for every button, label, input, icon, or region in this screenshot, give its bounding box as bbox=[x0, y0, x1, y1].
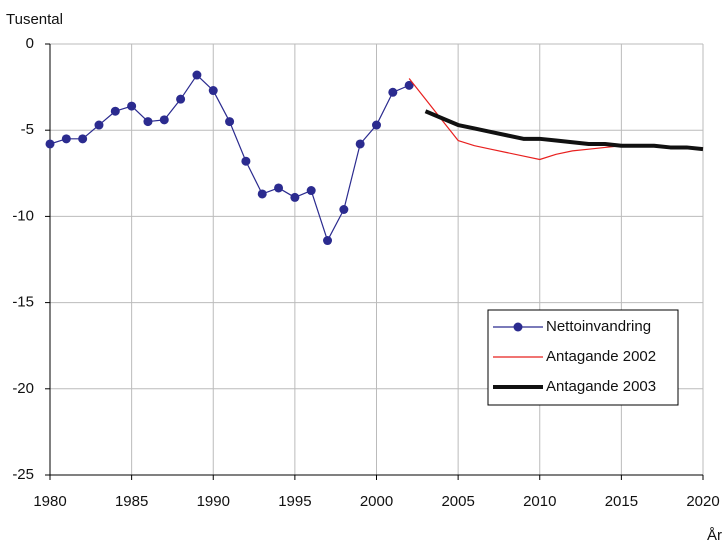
point bbox=[372, 120, 381, 130]
legend-label: Antagande 2002 bbox=[546, 348, 656, 365]
y-tick-label: -10 bbox=[12, 207, 34, 224]
point bbox=[257, 189, 267, 199]
x-tick-label: 1990 bbox=[197, 493, 230, 510]
point bbox=[110, 106, 120, 116]
y-tick-label: 0 bbox=[26, 35, 34, 52]
point bbox=[339, 205, 349, 215]
y-tick-label: -5 bbox=[21, 121, 34, 138]
point bbox=[355, 139, 365, 149]
point bbox=[176, 94, 186, 104]
legend-label: Antagande 2003 bbox=[546, 378, 656, 395]
y-tick-label: -25 bbox=[12, 466, 34, 483]
point bbox=[45, 139, 55, 149]
point bbox=[143, 117, 153, 127]
y-tick-label: -15 bbox=[12, 294, 34, 311]
legend-label: Nettoinvandring bbox=[546, 318, 651, 335]
x-tick-label: 1995 bbox=[278, 493, 311, 510]
point bbox=[306, 186, 316, 196]
point bbox=[225, 117, 235, 127]
point bbox=[78, 134, 88, 144]
point bbox=[323, 236, 333, 246]
x-tick-label: 1985 bbox=[115, 493, 148, 510]
point bbox=[290, 192, 300, 202]
x-tick-label: 2000 bbox=[360, 493, 393, 510]
x-tick-label: 2005 bbox=[441, 493, 474, 510]
point bbox=[159, 115, 169, 125]
point bbox=[94, 120, 104, 130]
y-axis-label: Tusental bbox=[6, 11, 63, 28]
point bbox=[192, 70, 202, 80]
point bbox=[388, 87, 398, 97]
point bbox=[127, 101, 137, 111]
series-line bbox=[424, 109, 704, 152]
legend-marker bbox=[513, 322, 523, 332]
point bbox=[274, 183, 284, 193]
x-tick-label: 1980 bbox=[33, 493, 66, 510]
series-line bbox=[49, 74, 410, 242]
y-tick-label: -20 bbox=[12, 380, 34, 397]
x-tick-label: 2010 bbox=[523, 493, 556, 510]
point bbox=[241, 156, 251, 166]
x-tick-label: 2015 bbox=[605, 493, 638, 510]
point bbox=[61, 134, 71, 144]
point bbox=[208, 86, 218, 96]
point bbox=[404, 80, 414, 90]
x-tick-label: 2020 bbox=[686, 493, 719, 510]
x-axis-label: År bbox=[707, 527, 722, 544]
